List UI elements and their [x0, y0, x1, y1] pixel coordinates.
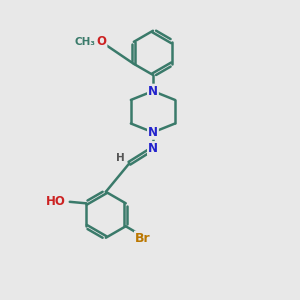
Text: CH₃: CH₃ [75, 37, 96, 47]
Text: H: H [116, 153, 124, 163]
Text: N: N [148, 142, 158, 155]
Text: N: N [148, 126, 158, 139]
Text: O: O [96, 35, 106, 48]
Text: N: N [148, 85, 158, 98]
Text: HO: HO [46, 195, 66, 208]
Text: Br: Br [135, 232, 151, 244]
